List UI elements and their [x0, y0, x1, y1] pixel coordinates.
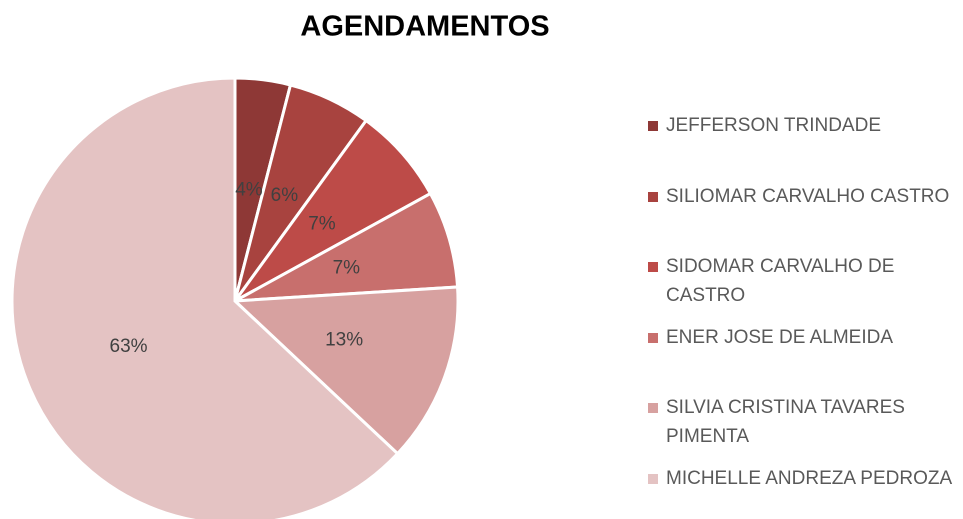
chart-title: AGENDAMENTOS: [300, 11, 549, 43]
data-label: 7%: [333, 258, 361, 279]
legend-item: SIDOMAR CARVALHO DE CASTRO: [648, 252, 958, 310]
legend-item: SILIOMAR CARVALHO CASTRO: [648, 182, 958, 211]
data-label: 6%: [271, 185, 299, 206]
pie-slice: [231, 285, 460, 456]
data-label: 63%: [110, 336, 148, 357]
data-label: 4%: [235, 179, 263, 200]
legend-swatch: [648, 474, 658, 484]
legend-swatch: [648, 262, 658, 273]
legend-item: JEFFERSON TRINDADE: [648, 111, 958, 140]
pie-slice: [10, 76, 400, 519]
legend-label: SIDOMAR CARVALHO DE CASTRO: [666, 256, 895, 307]
legend-label: ENER JOSE DE ALMEIDA: [666, 326, 894, 348]
legend-label: SILVIA CRISTINA TAVARES PIMENTA: [666, 397, 905, 448]
data-label: 13%: [325, 329, 363, 350]
legend-swatch: [648, 403, 658, 414]
legend-label: MICHELLE ANDREZA PEDROZA: [666, 468, 953, 489]
legend-swatch: [648, 191, 658, 202]
legend-swatch: [648, 121, 658, 131]
legend-item: SILVIA CRISTINA TAVARES PIMENTA: [648, 393, 958, 451]
data-label: 7%: [308, 213, 336, 234]
legend-label: SILIOMAR CARVALHO CASTRO: [666, 185, 950, 207]
legend-swatch: [648, 332, 658, 343]
legend-label: JEFFERSON TRINDADE: [666, 115, 882, 136]
legend-item: MICHELLE ANDREZA PEDROZA: [648, 464, 958, 493]
legend-item: ENER JOSE DE ALMEIDA: [648, 323, 958, 352]
